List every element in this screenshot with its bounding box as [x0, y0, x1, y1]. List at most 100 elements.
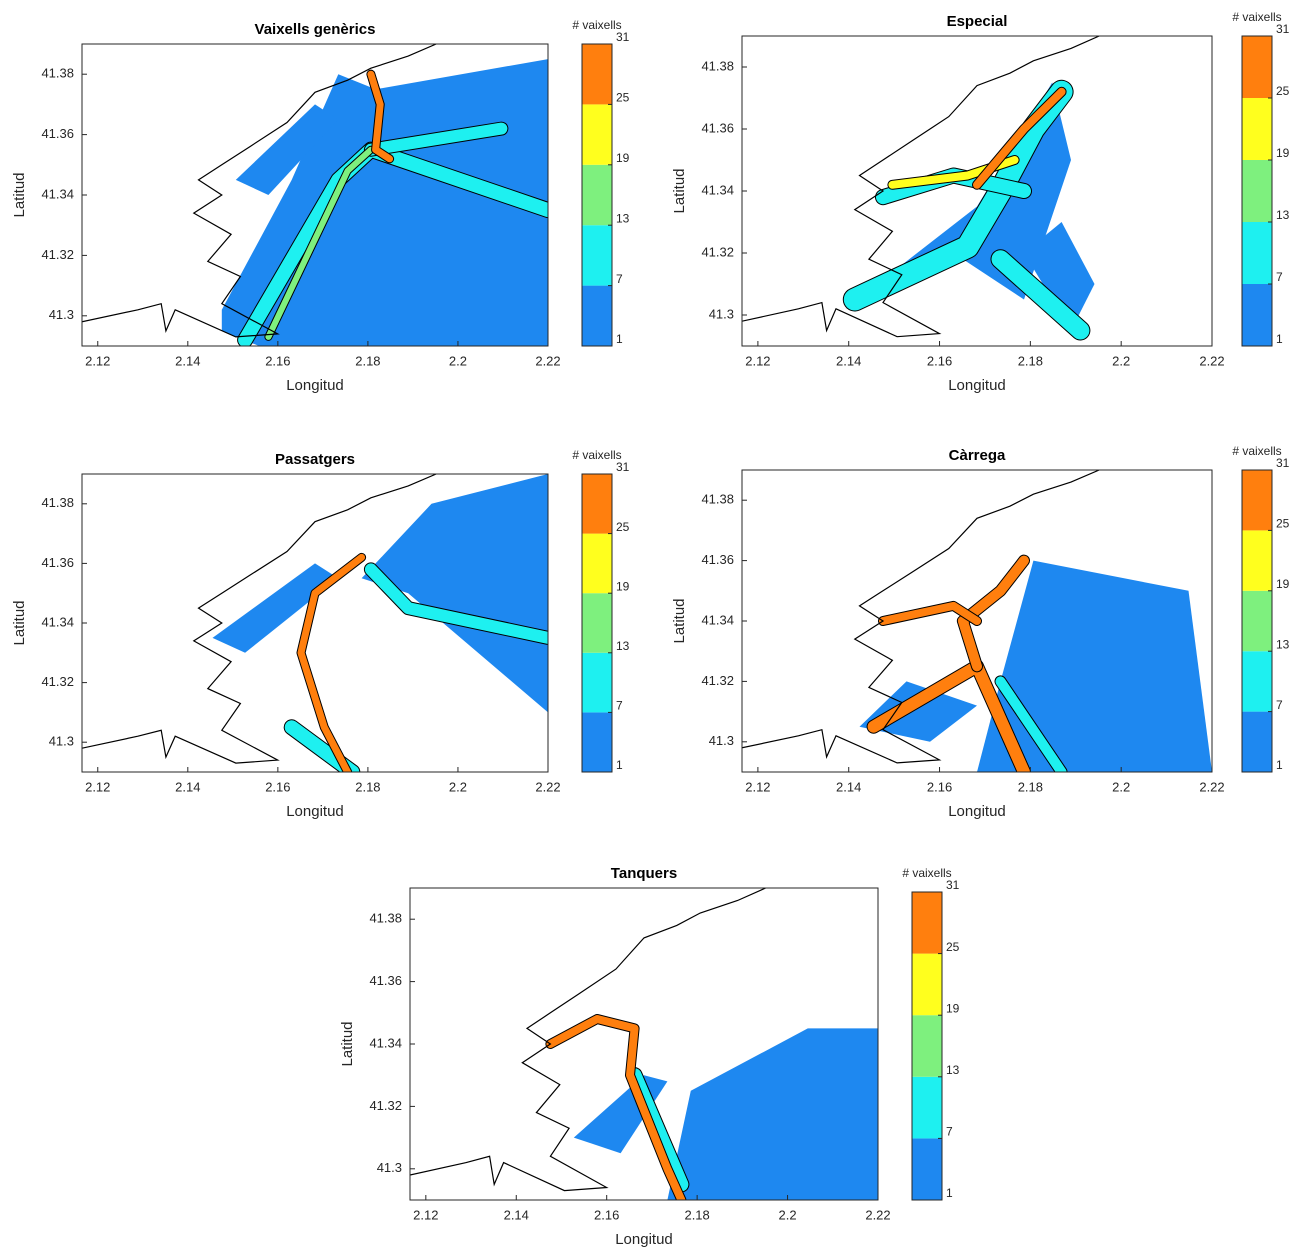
- y-axis-label: Latitud: [671, 168, 688, 213]
- colorbar-tick-label: 7: [946, 1125, 953, 1139]
- density-band: [991, 250, 1090, 340]
- colorbar-tick-label: 19: [946, 1001, 960, 1015]
- y-tick-label: 41.36: [369, 973, 402, 988]
- density-band: [265, 146, 374, 340]
- y-tick-label: 41.34: [41, 186, 74, 201]
- y-tick-label: 41.32: [41, 247, 74, 262]
- y-axis-label: Latitud: [11, 172, 28, 217]
- y-tick-label: 41.36: [41, 126, 74, 141]
- density-field: [742, 36, 1100, 341]
- y-tick-label: 41.34: [41, 614, 74, 629]
- y-tick-label: 41.38: [41, 66, 74, 81]
- colorbar-tick-label: 25: [946, 940, 960, 954]
- y-tick-label: 41.32: [701, 673, 734, 688]
- y-tick-label: 41.38: [701, 58, 734, 73]
- colorbar-tick-label: 1: [616, 332, 623, 346]
- y-axis-label: Latitud: [11, 600, 28, 645]
- y-tick-label: 41.38: [701, 492, 734, 507]
- x-axis-label: Longitud: [286, 803, 344, 820]
- colorbar-tick-label: 7: [616, 272, 623, 286]
- y-tick-label: 41.36: [41, 555, 74, 570]
- colorbar-tick-label: 19: [616, 579, 630, 593]
- colorbar-tick-label: 13: [946, 1063, 960, 1077]
- y-axis-label: Latitud: [671, 598, 688, 643]
- x-tick-label: 2.18: [684, 1207, 709, 1222]
- colorbar-tick-label: 25: [1276, 84, 1290, 98]
- x-tick-label: 2.16: [927, 779, 952, 794]
- colorbar-label: # vaixells: [572, 448, 621, 462]
- density-band: [879, 601, 981, 625]
- x-tick-label: 2.2: [779, 1207, 797, 1222]
- colorbar-segment: [1242, 470, 1272, 531]
- x-tick-label: 2.12: [413, 1207, 438, 1222]
- colorbar-tick-label: 1: [1276, 758, 1283, 772]
- x-tick-label: 2.12: [745, 779, 770, 794]
- density-region: [859, 681, 977, 742]
- density-region: [667, 1028, 878, 1200]
- colorbar-label: # vaixells: [1232, 444, 1281, 458]
- y-tick-label: 41.34: [701, 612, 734, 627]
- density-band: [995, 676, 1067, 772]
- x-tick-label: 2.12: [85, 779, 110, 794]
- colorbar-segment: [582, 285, 612, 346]
- colorbar-tick-label: 19: [1276, 146, 1290, 160]
- x-tick-label: 2.14: [175, 353, 200, 368]
- x-tick-label: 2.2: [1112, 779, 1130, 794]
- y-tick-label: 41.32: [701, 244, 734, 259]
- colorbar-tick-label: 13: [616, 211, 630, 225]
- density-field: [742, 470, 1212, 772]
- colorbar-segment: [912, 892, 942, 954]
- colorbar-tick-label: 25: [1276, 517, 1290, 531]
- density-region: [212, 563, 339, 653]
- colorbar-segment: [1242, 590, 1272, 652]
- x-tick-label: 2.16: [927, 353, 952, 368]
- density-band: [957, 555, 1029, 672]
- colorbar-tick-label: 13: [616, 639, 630, 653]
- colorbar-label: # vaixells: [572, 18, 621, 32]
- x-tick-label: 2.18: [1018, 779, 1043, 794]
- panel: 2.12 2.14 2.16 2.18 2.2 2.22 41.3 41.32 41.34 41.…: [339, 865, 960, 1248]
- y-tick-label: 41.34: [369, 1035, 402, 1050]
- colorbar-tick-label: 31: [1276, 22, 1290, 36]
- colorbar-tick-label: 25: [616, 91, 630, 105]
- coastline: [742, 36, 1100, 338]
- colorbar-segment: [1242, 530, 1272, 591]
- colorbar-segment: [582, 652, 612, 713]
- colorbar-tick-label: 13: [1276, 208, 1290, 222]
- density-band: [367, 70, 394, 163]
- colorbar-frame: [1241, 469, 1273, 773]
- colorbar-segment: [582, 474, 612, 534]
- density-band: [364, 122, 508, 156]
- colorbar-frame: [1241, 35, 1273, 347]
- coastline: [742, 470, 1100, 764]
- colorbar-tick-label: 31: [616, 460, 630, 474]
- y-tick-label: 41.38: [41, 495, 74, 510]
- colorbar-segment: [582, 104, 612, 165]
- x-tick-label: 2.12: [85, 353, 110, 368]
- colorbar-tick-label: 19: [616, 151, 630, 165]
- colorbar-segment: [582, 593, 612, 653]
- colorbar-tick-label: 1: [1276, 332, 1283, 346]
- colorbar-segment: [912, 1138, 942, 1200]
- x-tick-label: 2.16: [594, 1207, 619, 1222]
- x-tick-label: 2.2: [449, 353, 467, 368]
- colorbar-segment: [912, 953, 942, 1016]
- panel: 2.12 2.14 2.16 2.18 2.2 2.22 41.3 41.32 41.34 41.…: [671, 10, 1290, 394]
- x-axis-label: Longitud: [948, 377, 1006, 394]
- x-axis-label: Longitud: [286, 377, 344, 394]
- colorbar-segment: [582, 225, 612, 286]
- x-tick-label: 2.16: [265, 353, 290, 368]
- x-tick-label: 2.22: [535, 779, 560, 794]
- colorbar-tick-label: 19: [1276, 577, 1290, 591]
- colorbar-tick-label: 31: [946, 878, 960, 892]
- colorbar-tick-label: 7: [1276, 270, 1283, 284]
- density-region: [235, 104, 339, 195]
- colorbar-segment: [1242, 160, 1272, 222]
- x-tick-label: 2.14: [836, 353, 861, 368]
- colorbar-tick-label: 25: [616, 520, 630, 534]
- panel: 2.12 2.14 2.16 2.18 2.2 2.22 41.3 41.32 41.34 41.…: [11, 448, 630, 820]
- x-tick-label: 2.22: [865, 1207, 890, 1222]
- x-tick-label: 2.14: [836, 779, 861, 794]
- density-region: [1024, 222, 1095, 331]
- y-tick-label: 41.3: [377, 1160, 402, 1175]
